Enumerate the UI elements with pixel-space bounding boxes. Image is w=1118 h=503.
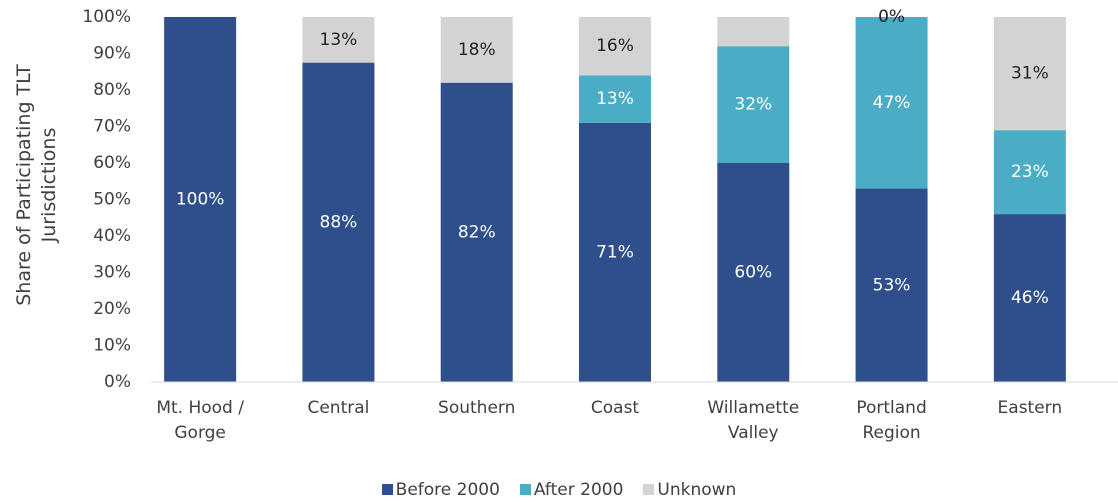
bar-segment — [717, 46, 790, 164]
y-tick-label: 0% — [104, 372, 131, 392]
legend: Before 2000 After 2000 Unknown — [0, 480, 1118, 500]
x-tick-label: Mt. Hood / Gorge — [156, 398, 244, 443]
y-axis-title: Share of Participating TLT Jurisdictions — [13, 64, 60, 306]
y-tick-label: 80% — [93, 80, 131, 100]
bar-segment — [717, 17, 790, 47]
y-tick-label: 20% — [93, 299, 131, 319]
x-tick-label: Willamette Valley — [707, 398, 800, 443]
bar-segment — [993, 130, 1066, 215]
legend-label: After 2000 — [533, 480, 624, 500]
data-label: 13% — [320, 30, 358, 50]
data-label: 88% — [320, 212, 358, 232]
data-label: 47% — [873, 93, 911, 113]
y-tick-label: 50% — [93, 190, 131, 210]
bar-segment — [579, 122, 651, 382]
y-tick-label: 90% — [93, 44, 131, 64]
bar-segment — [993, 17, 1066, 131]
legend-swatch — [519, 484, 531, 495]
y-tick-label: 70% — [93, 117, 131, 137]
bar-segment — [717, 163, 790, 382]
y-tick-label: 100% — [82, 7, 131, 27]
x-tick-label: Portland Region — [856, 398, 927, 443]
bar-segment — [440, 17, 513, 83]
data-label: 0% — [878, 7, 905, 27]
bar-segment — [993, 214, 1066, 382]
data-label: 31% — [1011, 64, 1049, 84]
data-label: 71% — [596, 242, 634, 262]
bar-segment — [579, 17, 651, 76]
y-tick-label: 60% — [93, 153, 131, 173]
data-label: 18% — [458, 40, 496, 60]
bar-segment — [440, 82, 513, 382]
bar-segment — [855, 17, 928, 189]
legend-item: After 2000 — [519, 480, 624, 500]
legend-swatch — [381, 484, 393, 495]
data-label: 32% — [734, 95, 772, 115]
data-label: 46% — [1011, 288, 1049, 308]
data-label: 60% — [734, 263, 772, 283]
bar-segment — [302, 62, 375, 382]
bar-segment — [579, 75, 651, 123]
y-tick-label: 30% — [93, 263, 131, 283]
legend-label: Unknown — [657, 480, 737, 500]
bar-segment — [164, 17, 237, 382]
legend-item: Unknown — [643, 480, 736, 500]
x-tick-label: Southern — [438, 398, 516, 418]
x-tick-label: Eastern — [997, 398, 1063, 418]
data-label: 100% — [176, 190, 225, 210]
y-tick-label: 40% — [93, 226, 131, 246]
bar-segment — [855, 188, 928, 382]
x-tick-label: Coast — [590, 398, 640, 418]
data-label: 82% — [458, 222, 496, 242]
data-label: 13% — [596, 89, 634, 109]
legend-label: Before 2000 — [395, 480, 500, 500]
data-label: 23% — [1011, 162, 1049, 182]
data-label: 53% — [873, 275, 911, 295]
bar-segment — [302, 17, 375, 63]
legend-swatch — [643, 484, 655, 495]
legend-item: Before 2000 — [381, 480, 500, 500]
data-label: 16% — [596, 36, 634, 56]
x-tick-label: Central — [307, 398, 370, 418]
y-tick-label: 10% — [93, 336, 131, 356]
